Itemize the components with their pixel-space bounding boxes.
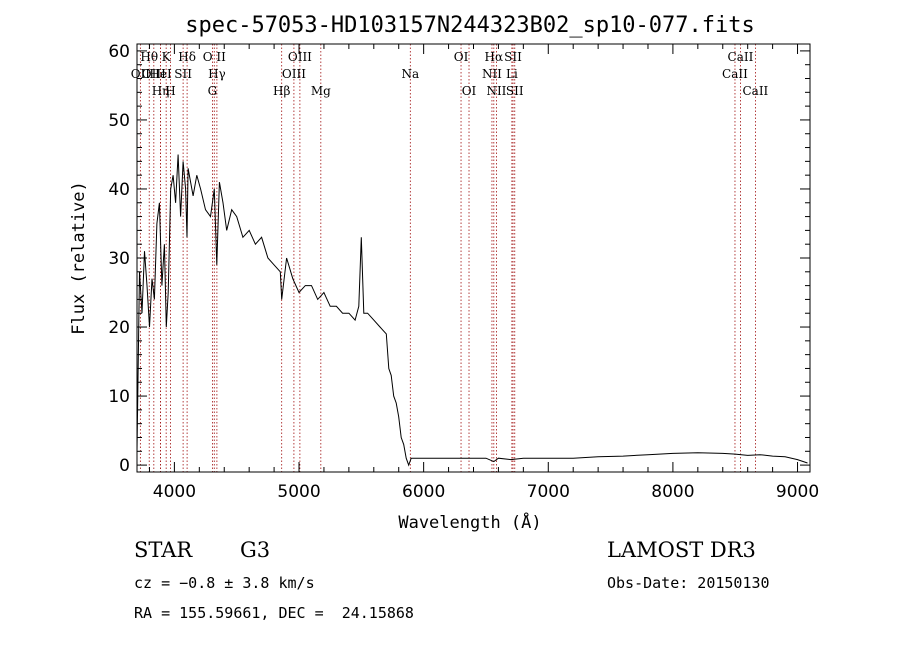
- line-marker-label: CaII: [728, 50, 754, 64]
- coordinates: RA = 155.59661, DEC = 24.15868: [134, 604, 414, 622]
- y-tick-label: 30: [108, 249, 130, 269]
- y-tick-label: 40: [108, 180, 130, 200]
- x-tick-label: 8000: [651, 482, 694, 502]
- spectrum-line: [136, 154, 808, 467]
- object-class: STAR: [134, 538, 193, 562]
- line-marker-label: CaII: [722, 67, 748, 81]
- y-tick-label: 10: [108, 387, 130, 407]
- chart-title: spec-57053-HD103157N244323B02_sp10-077.f…: [185, 13, 755, 38]
- line-marker-label: SII: [506, 84, 524, 98]
- x-tick-label: 4000: [153, 482, 196, 502]
- plot-frame: [136, 43, 811, 473]
- x-axis-label: Wavelength (Å): [398, 511, 541, 533]
- line-marker-label: OII: [131, 67, 151, 81]
- line-marker-label: H: [165, 84, 175, 98]
- line-marker-label: OIII: [142, 67, 166, 81]
- y-axis-label: Flux (relative): [69, 181, 89, 335]
- line-marker-label: SII: [174, 67, 192, 81]
- redshift-velocity: cz = −0.8 ± 3.8 km/s: [134, 574, 315, 592]
- line-marker-label: NII: [486, 84, 506, 98]
- x-tick-label: 9000: [776, 482, 819, 502]
- line-marker-label: CaII: [742, 84, 768, 98]
- object-subclass: G3: [240, 538, 271, 562]
- line-marker-label: OI: [462, 84, 477, 98]
- y-tick-label: 60: [108, 42, 130, 62]
- spectral-line-markers: [139, 44, 756, 472]
- line-marker-label: SII: [504, 50, 522, 64]
- line-marker-label: Hβ: [273, 84, 290, 98]
- line-marker-label: HeI: [149, 67, 172, 81]
- line-marker-label: G: [208, 84, 218, 98]
- x-tick-label: 7000: [527, 482, 570, 502]
- y-tick-label: 50: [108, 111, 130, 131]
- x-tick-label: 6000: [402, 482, 445, 502]
- line-marker-label: Hδ: [178, 50, 196, 64]
- x-tick-label: 5000: [277, 482, 320, 502]
- line-marker-label: Hγ: [208, 67, 226, 81]
- line-marker-label: Li: [506, 67, 518, 81]
- y-tick-label: 20: [108, 318, 130, 338]
- line-marker-label: OIII: [282, 67, 306, 81]
- line-marker-label: K: [162, 50, 172, 64]
- survey-name: LAMOST DR3: [607, 538, 756, 562]
- y-tick-label: 0: [119, 456, 130, 476]
- line-marker-label: OIII: [288, 50, 312, 64]
- line-marker-label: Hη: [152, 84, 170, 98]
- line-marker-label: Mg: [311, 84, 331, 98]
- line-marker-label: Hθ: [140, 50, 158, 64]
- line-marker-label: Na: [401, 67, 419, 81]
- line-marker-label: NII: [482, 67, 502, 81]
- observation-date: Obs-Date: 20150130: [607, 574, 770, 592]
- line-marker-label: O II: [203, 50, 226, 64]
- axis-ticks: 4000 5000 6000 7000 8000 9000 0 10 20 30 40 50 60: [108, 42, 819, 502]
- line-marker-label: OI: [454, 50, 469, 64]
- line-marker-label: Hα: [485, 50, 504, 64]
